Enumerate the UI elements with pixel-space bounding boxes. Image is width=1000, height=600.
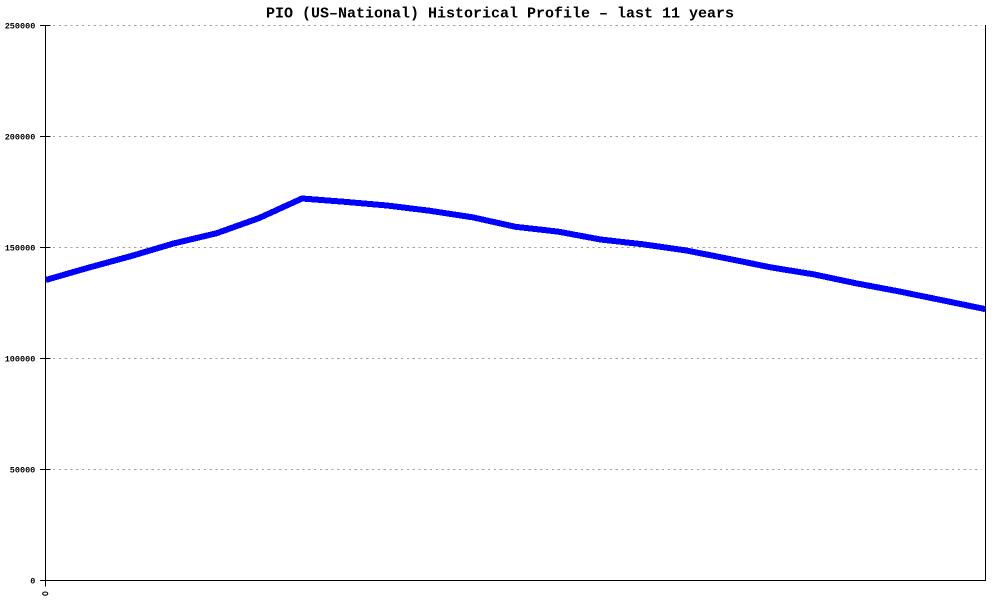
svg-text:100000: 100000 [5, 354, 36, 364]
svg-text:PIO (US–National) Historical P: PIO (US–National) Historical Profile – l… [266, 6, 734, 23]
svg-text:50000: 50000 [10, 465, 36, 475]
svg-text:200000: 200000 [5, 132, 36, 142]
svg-text:250000: 250000 [5, 21, 36, 31]
svg-text:150000: 150000 [5, 243, 36, 253]
svg-text:0: 0 [30, 576, 35, 586]
